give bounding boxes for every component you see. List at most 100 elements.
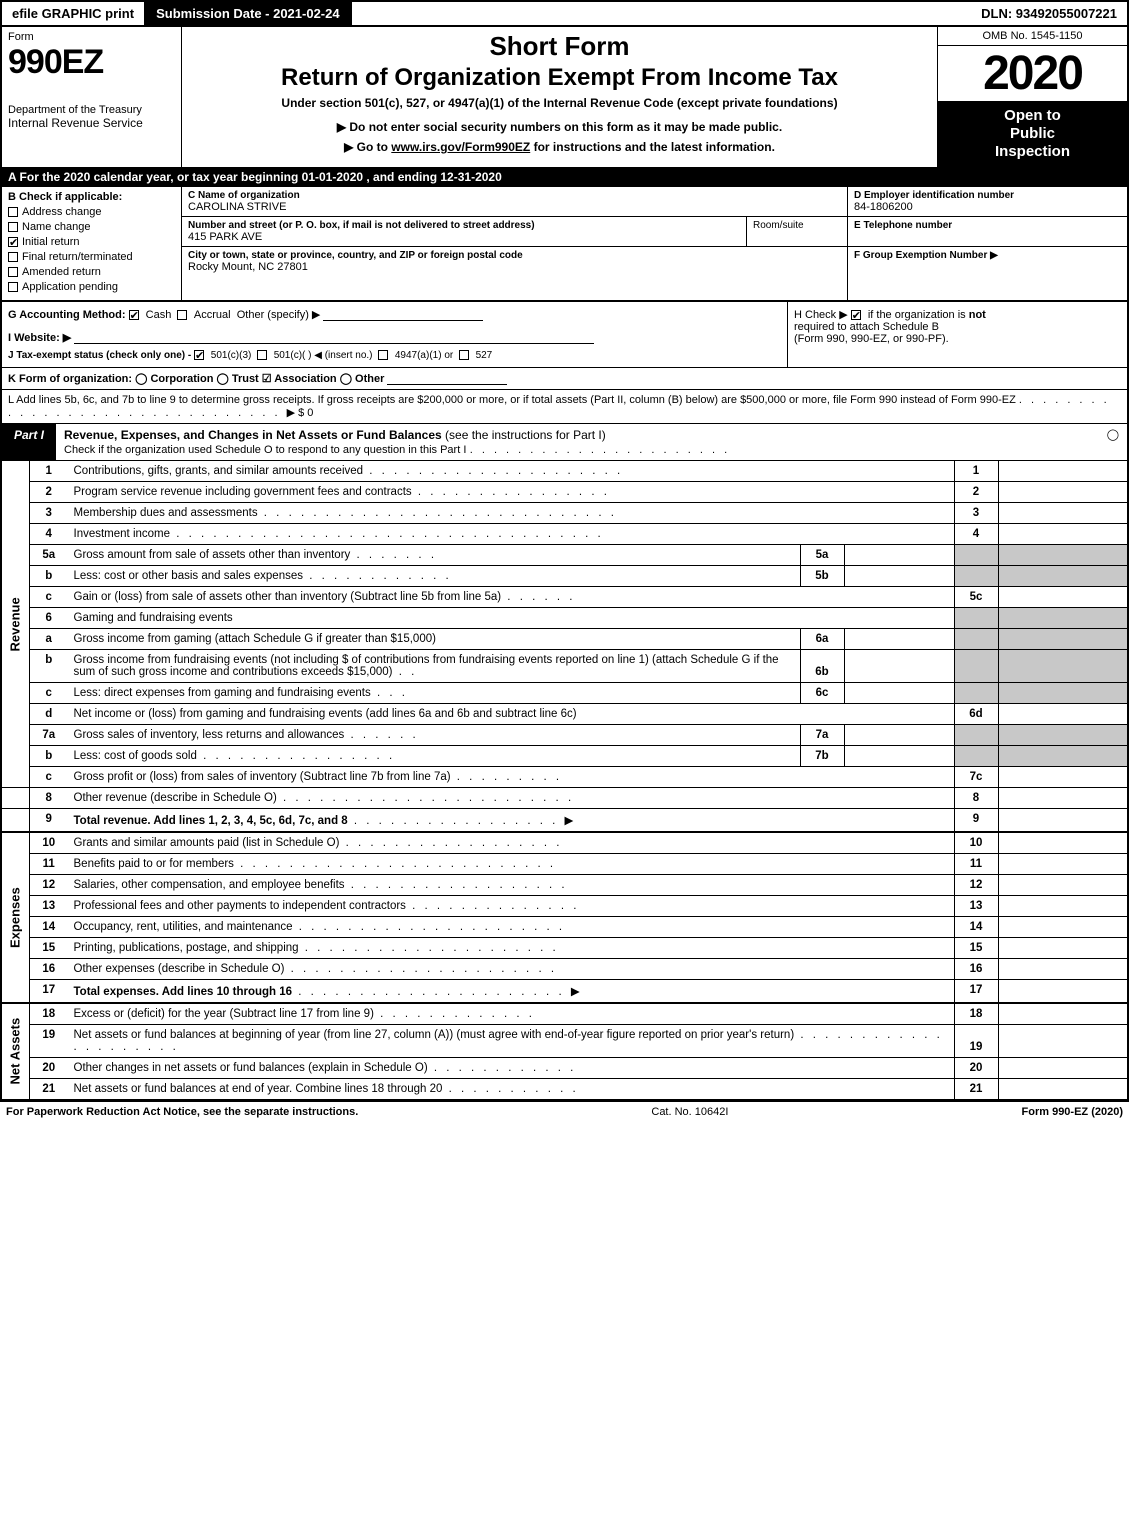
g-other-input[interactable]	[323, 309, 483, 321]
b-name-change[interactable]: Name change	[8, 221, 175, 233]
part1-bar: Part I Revenue, Expenses, and Changes in…	[0, 424, 1129, 461]
l7b-r	[954, 746, 998, 767]
open-line1: Open to	[1004, 107, 1061, 124]
h-text1: H Check ▶	[794, 309, 848, 321]
l6d-amt	[998, 704, 1128, 725]
header-left: Form 990EZ Department of the Treasury In…	[2, 27, 182, 167]
j-4947-check[interactable]	[378, 350, 388, 360]
e-tel-label: E Telephone number	[854, 220, 1121, 231]
table-row: Expenses 10 Grants and similar amounts p…	[1, 832, 1128, 854]
efile-print-button[interactable]: efile GRAPHIC print	[2, 2, 146, 25]
l3-amt	[998, 503, 1128, 524]
part1-trail[interactable]: ◯	[1099, 424, 1127, 460]
l6-n: 6	[30, 608, 68, 629]
l19-amt	[998, 1025, 1128, 1058]
c-addr-cell: Number and street (or P. O. box, if mail…	[182, 217, 747, 246]
l4-r: 4	[954, 524, 998, 545]
l5a-r	[954, 545, 998, 566]
l5a-v	[844, 545, 954, 566]
table-row: 17 Total expenses. Add lines 10 through …	[1, 980, 1128, 1004]
l5b-s: 5b	[800, 566, 844, 587]
footer-right: Form 990-EZ (2020)	[1022, 1106, 1123, 1118]
g-label: G Accounting Method:	[8, 309, 126, 321]
omb-number: OMB No. 1545-1150	[938, 27, 1127, 46]
part1-check: Check if the organization used Schedule …	[64, 444, 466, 456]
l7a-n: 7a	[30, 725, 68, 746]
col-d-ids: D Employer identification number 84-1806…	[847, 187, 1127, 300]
b-initial-return[interactable]: Initial return	[8, 236, 175, 248]
b-pending[interactable]: Application pending	[8, 281, 175, 293]
l12-t: Salaries, other compensation, and employ…	[68, 875, 955, 896]
l18-amt	[998, 1003, 1128, 1025]
g-accrual-check[interactable]	[177, 310, 187, 320]
l7c-t: Gross profit or (loss) from sales of inv…	[68, 767, 955, 788]
l3-n: 3	[30, 503, 68, 524]
l5c-n: c	[30, 587, 68, 608]
table-row: 7a Gross sales of inventory, less return…	[1, 725, 1128, 746]
k-other-input[interactable]	[387, 373, 507, 385]
page-footer: For Paperwork Reduction Act Notice, see …	[0, 1100, 1129, 1122]
l16-n: 16	[30, 959, 68, 980]
open-to-public: Open to Public Inspection	[938, 101, 1127, 167]
table-row: b Gross income from fundraising events (…	[1, 650, 1128, 683]
g-cash-check[interactable]	[129, 310, 139, 320]
i-website-input[interactable]	[74, 332, 594, 344]
form-number: 990EZ	[8, 43, 175, 82]
l15-r: 15	[954, 938, 998, 959]
l6c-s: 6c	[800, 683, 844, 704]
part1-tag: Part I	[2, 424, 56, 460]
l1-n: 1	[30, 461, 68, 482]
l6-amt	[998, 608, 1128, 629]
ssn-warning: ▶ Do not enter social security numbers o…	[190, 120, 929, 134]
l6b-r	[954, 650, 998, 683]
l9-t: Total revenue. Add lines 1, 2, 3, 4, 5c,…	[68, 809, 955, 833]
g-cash: Cash	[146, 309, 172, 321]
org-address: 415 PARK AVE	[188, 231, 740, 243]
l17-n: 17	[30, 980, 68, 1004]
dln-label: DLN: 93492055007221	[971, 2, 1127, 25]
table-row: Net Assets 18 Excess or (deficit) for th…	[1, 1003, 1128, 1025]
b-amended[interactable]: Amended return	[8, 266, 175, 278]
l19-r: 19	[954, 1025, 998, 1058]
revenue-table: Revenue 1 Contributions, gifts, grants, …	[0, 461, 1129, 1100]
l20-amt	[998, 1058, 1128, 1079]
l5a-n: 5a	[30, 545, 68, 566]
table-row: 16 Other expenses (describe in Schedule …	[1, 959, 1128, 980]
l9-amt	[998, 809, 1128, 833]
g-row: G Accounting Method: Cash Accrual Other …	[8, 308, 781, 321]
l7b-v	[844, 746, 954, 767]
j-527-check[interactable]	[459, 350, 469, 360]
e-tel-cell: E Telephone number	[848, 217, 1127, 247]
b-address-change[interactable]: Address change	[8, 206, 175, 218]
l11-n: 11	[30, 854, 68, 875]
l15-t: Printing, publications, postage, and shi…	[68, 938, 955, 959]
line-l: L Add lines 5b, 6c, and 7b to line 9 to …	[0, 390, 1129, 424]
l10-r: 10	[954, 832, 998, 854]
header-right: OMB No. 1545-1150 2020 Open to Public In…	[937, 27, 1127, 167]
part1-dots: . . . . . . . . . . . . . . . . . . . . …	[470, 444, 730, 456]
l11-r: 11	[954, 854, 998, 875]
l18-n: 18	[30, 1003, 68, 1025]
table-row: 2 Program service revenue including gove…	[1, 482, 1128, 503]
l11-amt	[998, 854, 1128, 875]
l7b-n: b	[30, 746, 68, 767]
irs-link[interactable]: www.irs.gov/Form990EZ	[391, 140, 530, 154]
part1-title: Revenue, Expenses, and Changes in Net As…	[64, 428, 442, 442]
l6d-n: d	[30, 704, 68, 725]
l9-n: 9	[30, 809, 68, 833]
l18-r: 18	[954, 1003, 998, 1025]
l7b-t: Less: cost of goods sold . . . . . . . .…	[68, 746, 801, 767]
j-501c-check[interactable]	[257, 350, 267, 360]
j-label: J Tax-exempt status (check only one) -	[8, 350, 191, 361]
footer-left: For Paperwork Reduction Act Notice, see …	[6, 1106, 358, 1118]
l1-amt	[998, 461, 1128, 482]
table-row: 13 Professional fees and other payments …	[1, 896, 1128, 917]
j-501c3-check[interactable]	[194, 350, 204, 360]
b-terminated[interactable]: Final return/terminated	[8, 251, 175, 263]
l17-r: 17	[954, 980, 998, 1004]
l5a-t: Gross amount from sale of assets other t…	[68, 545, 801, 566]
h-checkbox[interactable]	[851, 310, 861, 320]
l6b-t: Gross income from fundraising events (no…	[68, 650, 801, 683]
c-room-label: Room/suite	[747, 217, 847, 246]
section-g-left: G Accounting Method: Cash Accrual Other …	[2, 302, 787, 367]
